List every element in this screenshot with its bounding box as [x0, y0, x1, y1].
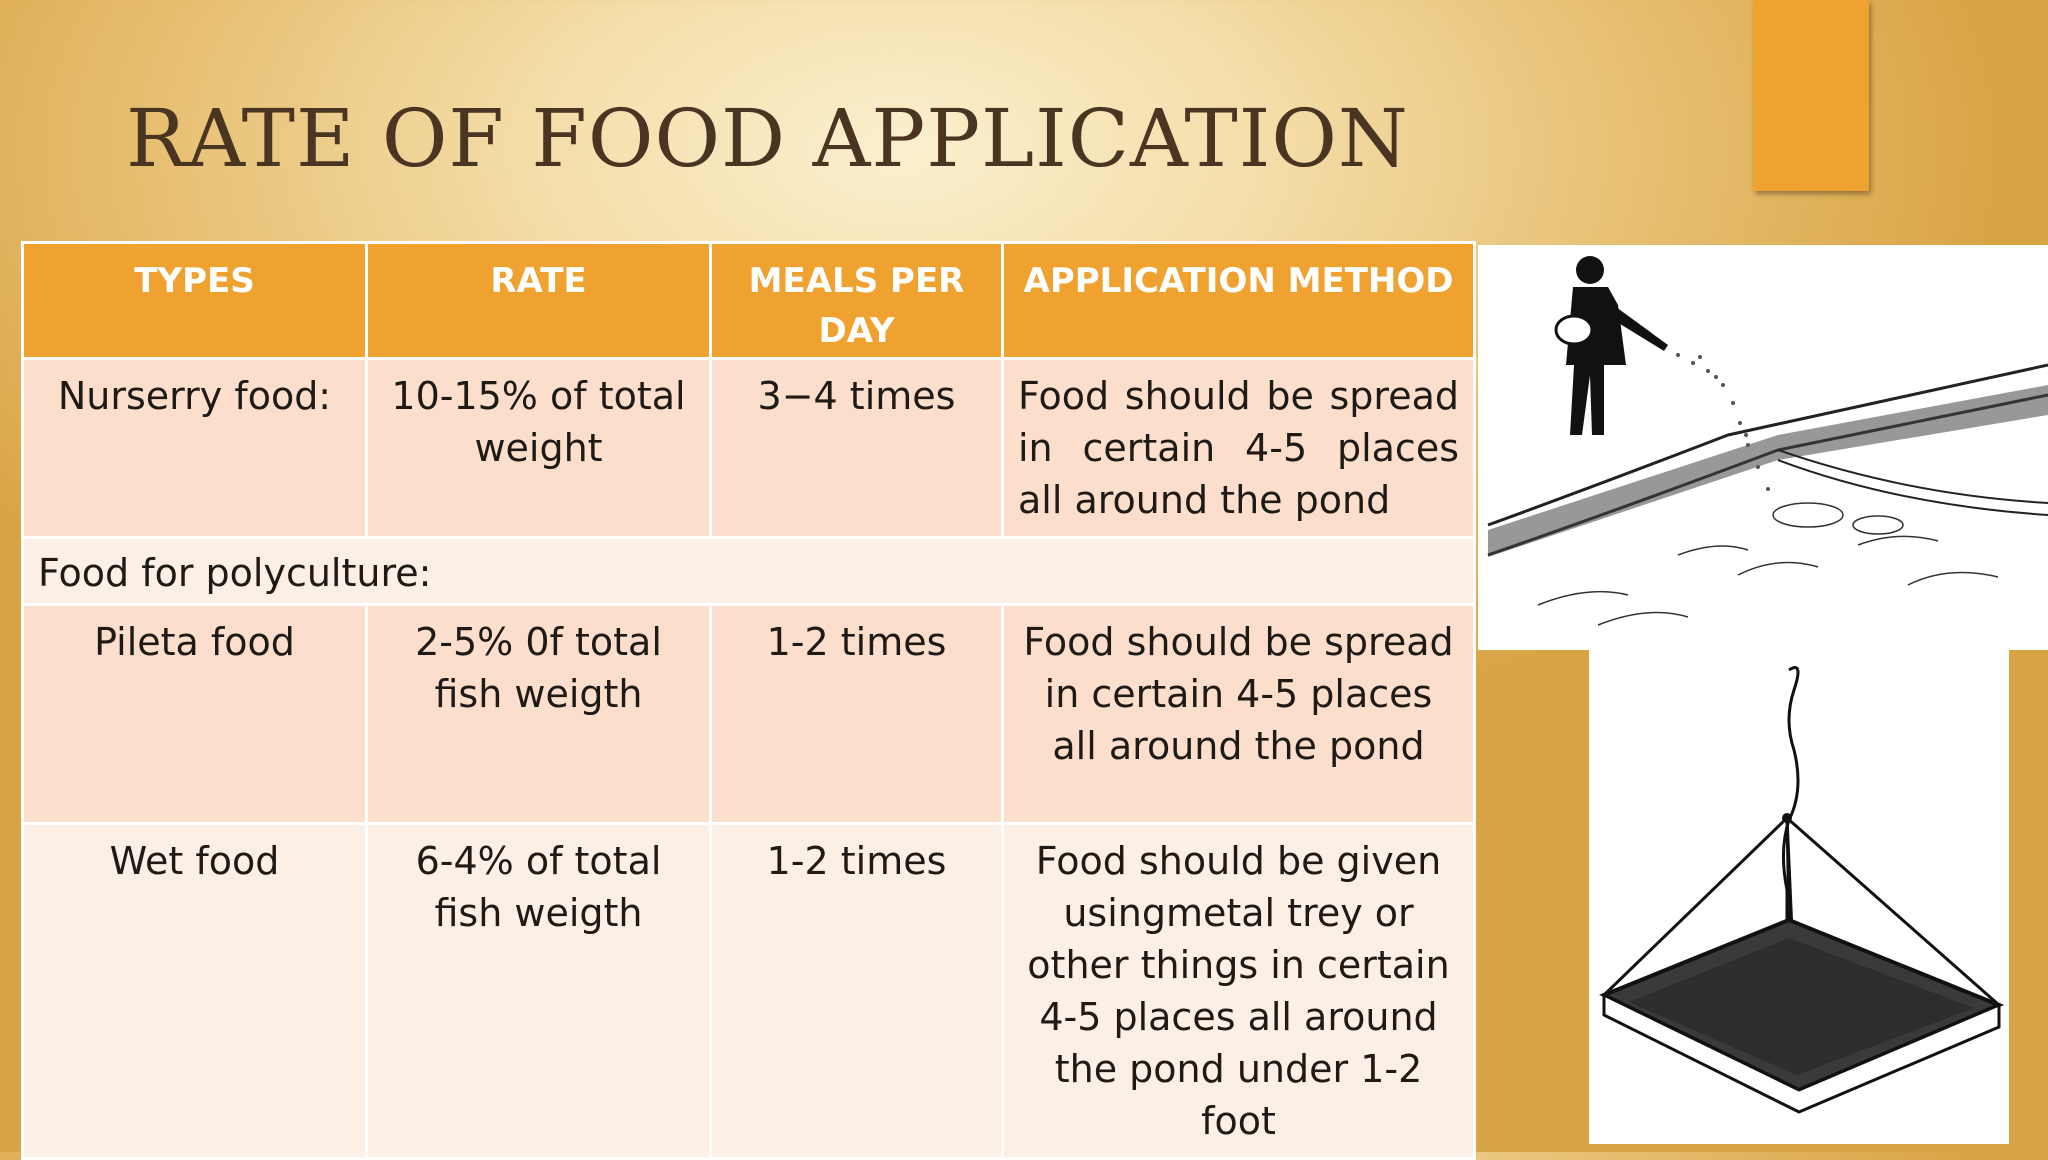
page-title: RATE OF FOOD APPLICATION [126, 92, 1409, 185]
cell-rate: 6-4% of total fish weigth [365, 822, 712, 1160]
accent-block [1753, 0, 1869, 191]
cell-method: Food should be spread in certain 4-5 pla… [1001, 603, 1476, 825]
cell-method: Food should be spread in certain 4-5 pla… [1001, 357, 1476, 539]
cell-method: Food should be given usingmetal trey or … [1001, 822, 1476, 1160]
table-section-row: Food for polyculture: [21, 536, 1476, 606]
header-rate: RATE [365, 241, 712, 360]
cell-rate: 2-5% 0f total fish weigth [365, 603, 712, 825]
person-spreading-feed-icon [1487, 256, 2048, 626]
cell-type: Wet food [21, 822, 368, 1160]
cell-type: Nurserry food: [21, 357, 368, 539]
cell-meals: 3−4 times [709, 357, 1004, 539]
table-row: Nurserry food: 10-15% of total weight 3−… [21, 357, 1476, 539]
table-row: Pileta food 2-5% 0f total fish weigth 1-… [21, 603, 1476, 825]
cell-meals: 1-2 times [709, 822, 1004, 1160]
cell-meals: 1-2 times [709, 603, 1004, 825]
pond-feeding-illustration [1478, 245, 2048, 650]
table-row: Wet food 6-4% of total fish weigth 1-2 t… [21, 822, 1476, 1160]
table-header-row: TYPES RATE MEALS PER DAY APPLICATION MET… [21, 241, 1476, 360]
cell-rate: 10-15% of total weight [365, 357, 712, 539]
header-meals-per-day: MEALS PER DAY [709, 241, 1004, 360]
feeding-tray-icon [1599, 666, 2005, 1114]
feeding-rate-table: TYPES RATE MEALS PER DAY APPLICATION MET… [21, 241, 1476, 1160]
feeding-tray-illustration [1589, 650, 2009, 1144]
section-label: Food for polyculture: [21, 536, 1476, 606]
cell-type: Pileta food [21, 603, 368, 825]
header-application-method: APPLICATION METHOD [1001, 241, 1476, 360]
header-types: TYPES [21, 241, 368, 360]
